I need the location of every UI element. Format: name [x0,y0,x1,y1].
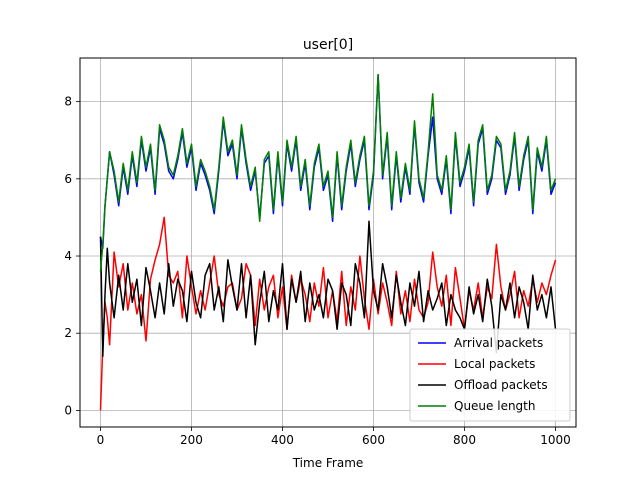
y-tick-label: 6 [64,172,72,186]
x-axis-label: Time Frame [292,456,364,470]
y-tick-label: 8 [64,95,72,109]
x-tick-label: 0 [97,433,105,447]
series-line-queue-length [99,73,557,272]
legend-label-arrival-packets: Arrival packets [454,336,543,350]
series-line-local-packets [99,216,557,411]
legend: Arrival packets Local packets Offload pack… [409,328,571,422]
x-tick-label: 800 [453,433,476,447]
x-axis: 0 200 400 600 800 1000 [97,427,571,447]
legend-label-queue-length: Queue length [454,399,536,413]
y-tick-label: 2 [64,326,72,340]
series-line-offload-packets [99,220,557,358]
x-tick-label: 600 [362,433,385,447]
legend-box [409,328,571,422]
legend-label-offload-packets: Offload packets [454,378,548,392]
x-tick-label: 1000 [540,433,571,447]
x-tick-label: 200 [180,433,203,447]
x-tick-label: 400 [271,433,294,447]
y-tick-label: 4 [64,249,72,263]
chart-title: user[0] [303,37,353,53]
legend-label-local-packets: Local packets [454,357,535,371]
y-axis: 0 2 4 6 8 [64,95,80,417]
plot-frame [79,57,577,428]
y-tick-label: 0 [64,403,72,417]
series-group [99,73,557,411]
